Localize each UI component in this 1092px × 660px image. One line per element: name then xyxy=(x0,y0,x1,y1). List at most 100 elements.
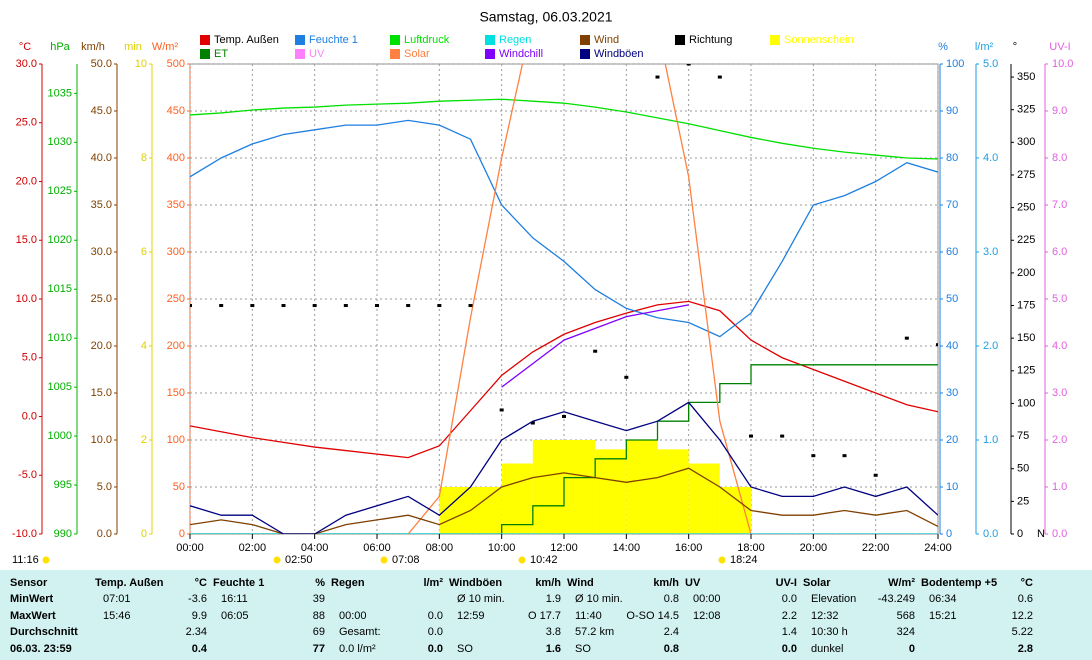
x-tick-label: 04:00 xyxy=(301,542,329,554)
y-tick-label: 990 xyxy=(54,528,72,540)
y-tick-label: 8 xyxy=(141,152,147,164)
cell-label: 57.2 km xyxy=(575,626,615,638)
y-tick-label: 250 xyxy=(167,293,185,305)
x-tick-label: 10:00 xyxy=(488,542,516,554)
y-tick-label: 200 xyxy=(1017,267,1035,279)
cell-value: 0.8 xyxy=(663,643,679,655)
direction-dot xyxy=(343,304,348,308)
y-tick-label: 70 xyxy=(946,199,958,211)
y-tick-label: 5.0 xyxy=(22,352,37,364)
cell-label: 15:46 xyxy=(103,610,131,622)
y-tick-label: 6 xyxy=(141,246,147,258)
row-label: MinWert xyxy=(10,593,54,605)
y-tick-label: 100 xyxy=(1017,397,1035,409)
cell-label: SO xyxy=(457,643,473,655)
direction-dot xyxy=(562,415,566,418)
column-header: Bodentemp +5 xyxy=(921,577,998,589)
cell-value: O-SO 14.5 xyxy=(626,610,679,622)
y-tick-label: 25.0 xyxy=(16,117,37,129)
direction-dot xyxy=(717,75,722,79)
x-tick-label: 16:00 xyxy=(675,542,703,554)
y-tick-label: 1000 xyxy=(48,430,72,442)
cell-label: 06:34 xyxy=(929,593,957,605)
cell-value: 2.8 xyxy=(1017,643,1033,655)
marker-icon xyxy=(42,556,50,564)
y-tick-label: 2 xyxy=(141,434,147,446)
x-tick-label: 06:00 xyxy=(363,542,391,554)
legend-swatch xyxy=(200,49,210,59)
column-header: Feuchte 1 xyxy=(213,577,265,589)
sunshine-bar xyxy=(688,463,720,534)
x-tick-label: 08:00 xyxy=(426,542,454,554)
cell-value: 2.34 xyxy=(185,626,207,638)
y-tick-label: 150 xyxy=(167,387,185,399)
series-line xyxy=(190,467,938,534)
axis-title: l/m² xyxy=(975,41,994,53)
legend-swatch xyxy=(390,35,400,45)
cell-label: SO xyxy=(575,643,591,655)
column-unit: km/h xyxy=(653,577,679,589)
legend-label: Feuchte 1 xyxy=(309,34,358,46)
y-tick-label: 2.0 xyxy=(1052,434,1067,446)
y-tick-label: 15.0 xyxy=(16,234,37,246)
marker-icon xyxy=(718,556,726,564)
y-tick-label: -10.0 xyxy=(12,528,37,540)
legend-label: Richtung xyxy=(689,34,732,46)
cell-value: 5.22 xyxy=(1011,626,1033,638)
cell-value: -3.6 xyxy=(188,593,207,605)
y-tick-label: 275 xyxy=(1017,169,1035,181)
legend-swatch xyxy=(295,35,305,45)
cell-label: dunkel xyxy=(811,643,844,655)
sunshine-bar xyxy=(564,440,596,534)
sunshine-bar xyxy=(501,463,533,534)
y-tick-label: 10 xyxy=(135,58,147,70)
direction-dot xyxy=(468,304,473,308)
y-tick-label: 75 xyxy=(1017,430,1029,442)
y-tick-label: 250 xyxy=(1017,202,1035,214)
cell-label: 10:30 h xyxy=(811,626,848,638)
legend-swatch xyxy=(580,35,590,45)
row-label: 06.03. 23:59 xyxy=(10,643,72,655)
legend-label: Regen xyxy=(499,34,531,46)
row-label: MaxWert xyxy=(10,610,56,622)
x-tick-label: 14:00 xyxy=(613,542,641,554)
legend-label: Wind xyxy=(594,34,619,46)
legend-swatch xyxy=(485,49,495,59)
y-tick-label: 40 xyxy=(946,340,958,352)
y-tick-label: 100 xyxy=(167,434,185,446)
sunshine-bar xyxy=(626,440,658,534)
cell-value: 0.0 xyxy=(427,610,443,622)
legend-label: UV xyxy=(309,48,325,60)
y-tick-label: 8.0 xyxy=(1052,152,1067,164)
direction-dot xyxy=(686,64,691,66)
y-tick-label: 1030 xyxy=(48,136,72,148)
row-label: Sensor xyxy=(10,577,48,589)
y-tick-label: 0.0 xyxy=(22,410,37,422)
cell-value: 1.4 xyxy=(781,626,797,638)
y-tick-label: 4 xyxy=(141,340,147,352)
direction-dot xyxy=(842,454,847,458)
y-tick-label: 20.0 xyxy=(91,340,112,352)
y-tick-label: 0 xyxy=(141,528,147,540)
x-tick-label: 12:00 xyxy=(550,542,578,554)
y-tick-label: 5.0 xyxy=(983,58,998,70)
direction-dot xyxy=(437,304,442,308)
direction-label: N xyxy=(1037,528,1045,540)
direction-dot xyxy=(250,304,255,308)
y-tick-label: 125 xyxy=(1017,365,1035,377)
y-tick-label: 10.0 xyxy=(1052,58,1073,70)
marker-icon xyxy=(273,556,281,564)
sunshine-bar xyxy=(595,449,627,534)
cell-value: 0.8 xyxy=(663,593,679,605)
y-tick-label: 400 xyxy=(167,152,185,164)
series-line xyxy=(501,304,689,388)
cell-value: 0.0 xyxy=(781,643,797,655)
legend-swatch xyxy=(390,49,400,59)
cell-value: 0.4 xyxy=(191,643,207,655)
y-tick-label: 4.0 xyxy=(1052,340,1067,352)
legend-label: Solar xyxy=(404,48,430,60)
y-tick-label: 325 xyxy=(1017,104,1035,116)
cell-label: 12:08 xyxy=(693,610,721,622)
direction-dot xyxy=(780,434,785,438)
column-unit: l/m² xyxy=(423,577,443,589)
